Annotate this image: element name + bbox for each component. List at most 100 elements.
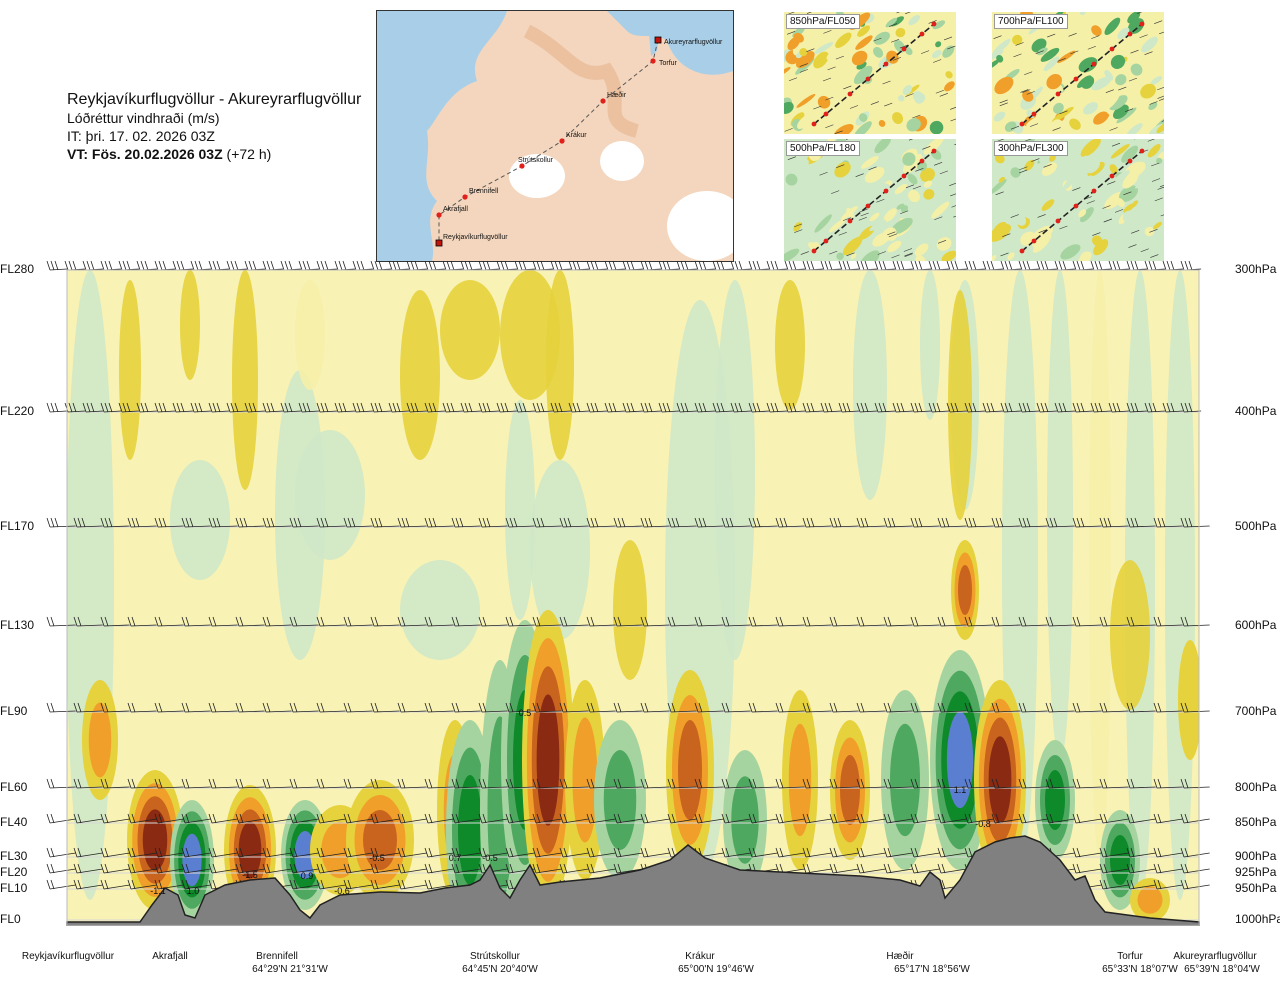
level-map-700[interactable]: 700hPa/FL100 <box>992 12 1164 134</box>
thumb-barb <box>787 156 796 160</box>
wind-barb <box>856 863 886 874</box>
thumb-field <box>914 243 929 257</box>
thumb-barb <box>887 231 896 236</box>
wind-barb <box>766 402 788 413</box>
wind-barb <box>1153 517 1183 528</box>
wind-barb <box>235 847 265 858</box>
wind-barb <box>1180 402 1202 413</box>
wind-barb <box>856 402 878 413</box>
thumb-field <box>1063 177 1074 190</box>
wind-barb <box>244 402 266 413</box>
waypoint-marker <box>519 163 525 169</box>
level-map-label: 500hPa/FL180 <box>786 141 860 156</box>
thumb-barb <box>1130 49 1139 54</box>
wind-barb <box>460 260 482 271</box>
thumb-barb <box>905 184 915 189</box>
wind-barb <box>883 863 913 874</box>
wind-barb <box>280 260 302 271</box>
level-map-500[interactable]: 500hPa/FL180 <box>784 139 956 261</box>
thumb-barb <box>1086 200 1095 204</box>
thumb-field <box>784 67 791 76</box>
thumb-barb <box>1139 34 1148 39</box>
thumb-field <box>992 59 1000 70</box>
thumb-field <box>1122 171 1139 189</box>
thumb-field <box>994 76 1014 95</box>
wind-barb <box>937 863 967 874</box>
thumb-barb <box>1019 166 1028 171</box>
flight-level-label: FL40 <box>0 815 28 829</box>
wind-barb <box>586 778 616 789</box>
station-label: Hæðir <box>886 951 914 962</box>
wind-barb <box>613 616 643 627</box>
sea-west <box>377 11 507 261</box>
wind-barb <box>127 847 157 858</box>
wind-barb <box>1000 402 1022 413</box>
wind-barb <box>100 813 130 824</box>
thumb-barb <box>1161 120 1164 122</box>
thumb-field <box>993 111 1006 122</box>
station-coordinate: 65°33'N 18°07'W <box>1102 964 1178 975</box>
thumb-barb <box>1102 205 1111 209</box>
thumb-barb <box>1037 214 1046 218</box>
cross-section-chart: -1.1 1.0 -1.5 0.9 -0.6 -0.5 0.7 -0.5 0.5 1.1 -0.8 <box>46 260 1210 926</box>
wind-barb <box>613 778 643 789</box>
thumb-barb <box>1031 158 1040 162</box>
wind-barb <box>937 847 967 858</box>
wind-barb <box>190 402 212 413</box>
wind-barb <box>1018 402 1040 413</box>
wind-barb <box>586 702 616 713</box>
wind-barb <box>1153 616 1183 627</box>
wind-barb <box>964 260 986 271</box>
wind-barb <box>1153 863 1183 874</box>
wind-barb <box>343 517 373 528</box>
thumb-field <box>932 49 942 59</box>
wind-barb <box>910 702 940 713</box>
wind-barb <box>1180 517 1210 528</box>
field-streak <box>1165 270 1195 900</box>
wind-barb <box>1162 260 1184 271</box>
wind-barb <box>73 847 103 858</box>
thumb-waypoint <box>823 111 829 117</box>
field-streak <box>180 270 200 380</box>
wind-barb <box>289 778 319 789</box>
thumb-field <box>892 112 904 125</box>
thumb-barb <box>947 45 956 50</box>
wind-barb <box>1126 879 1156 890</box>
wind-barb <box>1072 702 1102 713</box>
thumb-waypoint <box>1109 173 1115 179</box>
thumb-barb <box>836 164 845 168</box>
wind-barb <box>964 517 994 528</box>
wind-barb <box>424 778 454 789</box>
level-map-850[interactable]: 850hPa/FL050 <box>784 12 956 134</box>
wind-barb <box>775 847 805 858</box>
thumb-barb <box>825 124 834 129</box>
wind-barb <box>1099 778 1129 789</box>
field-streak <box>505 400 535 620</box>
thumb-field <box>1104 70 1114 81</box>
thumb-barb <box>799 63 808 67</box>
pressure-level-label: 300hPa <box>1235 262 1277 276</box>
route-map: Akureyrarflugvöllur Torfur Hæðir Krákur Strú… <box>376 10 734 262</box>
wind-barb <box>874 260 896 271</box>
wind-barb <box>946 260 968 271</box>
wind-barb <box>316 702 346 713</box>
lead-time: (+72 h) <box>226 146 272 162</box>
wind-barb <box>1180 813 1210 824</box>
thumb-barb <box>1128 77 1138 82</box>
wind-barb <box>73 616 103 627</box>
extrema-labels: -1.1 1.0 -1.5 0.9 -0.6 -0.5 0.7 -0.5 0.5 1.1 -0.8 <box>150 708 991 896</box>
field-streak <box>400 560 480 660</box>
thumb-field <box>836 252 844 260</box>
wind-barb <box>928 402 950 413</box>
thumb-barb <box>806 48 815 52</box>
wind-barb <box>289 616 319 627</box>
wind-barb <box>370 847 400 858</box>
thumb-field <box>1156 121 1164 134</box>
wind-barb <box>397 863 427 874</box>
velocity-cell <box>1110 835 1130 885</box>
thumb-barb <box>896 12 900 14</box>
level-map-300[interactable]: 300hPa/FL300 <box>992 139 1164 261</box>
thumb-field <box>1110 144 1130 159</box>
thumb-barb <box>1059 225 1068 230</box>
thumb-waypoint <box>1127 158 1133 164</box>
